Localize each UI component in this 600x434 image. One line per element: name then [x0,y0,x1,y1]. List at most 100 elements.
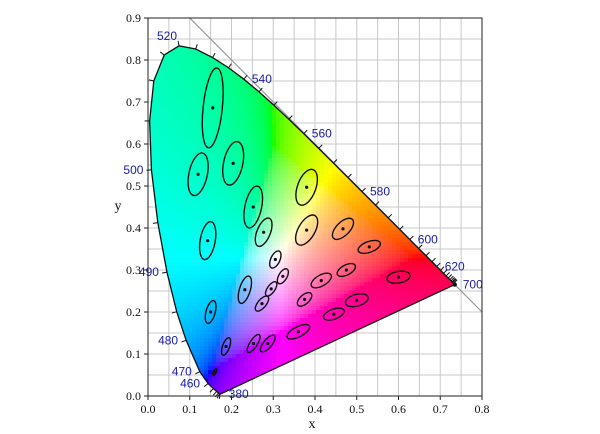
gamut-cell [176,58,181,63]
gamut-cell [196,130,201,135]
gamut-cell [256,102,261,107]
gamut-cell [232,118,237,123]
gamut-cell [360,390,365,394]
gamut-cell [332,178,337,183]
gamut-cell [348,378,353,383]
gamut-cell [416,258,421,263]
gamut-cell [149,334,153,339]
gamut-cell [428,314,433,319]
gamut-cell [184,22,189,27]
gamut-cell [352,310,357,315]
gamut-cell [404,318,409,323]
gamut-cell [312,194,317,199]
gamut-cell [392,234,397,239]
gamut-cell [328,290,333,295]
gamut-cell [376,330,381,335]
gamut-cell [220,234,225,239]
gamut-cell [352,206,357,211]
gamut-cell [172,294,177,299]
gamut-cell [149,258,153,263]
gamut-cell [172,86,177,91]
gamut-cell [256,270,261,275]
gamut-cell [344,346,349,351]
gamut-cell [256,250,261,255]
gamut-cell [204,130,209,135]
gamut-cell [300,290,305,295]
gamut-cell [204,374,209,379]
gamut-cell [200,266,205,271]
gamut-cell [400,250,405,255]
gamut-cell [332,326,337,331]
gamut-cell [232,238,237,243]
gamut-cell [192,282,197,287]
gamut-cell [312,154,317,159]
gamut-cell [212,258,217,263]
gamut-cell [268,134,273,139]
gamut-cell [172,134,177,139]
gamut-cell [328,174,333,179]
gamut-cell [248,322,253,327]
gamut-cell [240,218,245,223]
gamut-cell [416,282,421,287]
gamut-cell [156,370,161,375]
gamut-cell [228,254,233,259]
gamut-cell [368,342,373,347]
gamut-cell [264,142,269,147]
gamut-cell [232,338,237,343]
gamut-cell [232,194,237,199]
gamut-cell [412,386,417,391]
gamut-cell [256,218,261,223]
gamut-cell [296,250,301,255]
gamut-cell [304,142,309,147]
gamut-cell [368,230,373,235]
gamut-cell [228,374,233,379]
gamut-cell [368,242,373,247]
gamut-cell [212,78,217,83]
gamut-cell [208,146,213,151]
gamut-cell [320,362,325,367]
gamut-cell [200,206,205,211]
gamut-cell [312,390,317,394]
gamut-cell [200,238,205,243]
gamut-cell [228,358,233,363]
gamut-cell [400,286,405,291]
gamut-cell [352,390,357,394]
gamut-cell [248,186,253,191]
gamut-cell [172,182,177,187]
gamut-cell [332,206,337,211]
gamut-cell [420,278,425,283]
gamut-cell [304,262,309,267]
gamut-cell [176,182,181,187]
gamut-cell [364,358,369,363]
gamut-cell [280,250,285,255]
gamut-cell [316,198,321,203]
gamut-cell [212,250,217,255]
gamut-cell [196,114,201,119]
gamut-cell [224,314,229,319]
gamut-cell [244,330,249,335]
gamut-cell [200,146,205,151]
gamut-cell [340,322,345,327]
gamut-cell [320,302,325,307]
gamut-cell [328,286,333,291]
gamut-cell [244,138,249,143]
gamut-cell [252,278,257,283]
gamut-cell [240,222,245,227]
gamut-cell [324,146,329,151]
gamut-cell [392,282,397,287]
gamut-cell [320,378,325,383]
gamut-cell [312,370,317,375]
gamut-cell [196,66,201,71]
gamut-cell [340,210,345,215]
gamut-cell [384,226,389,231]
gamut-cell [236,182,241,187]
gamut-cell [380,298,385,303]
gamut-cell [168,258,173,263]
gamut-cell [232,190,237,195]
gamut-cell [312,314,317,319]
gamut-cell [149,314,153,319]
gamut-cell [332,298,337,303]
gamut-cell [248,238,253,243]
gamut-cell [268,250,273,255]
gamut-cell [284,142,289,147]
